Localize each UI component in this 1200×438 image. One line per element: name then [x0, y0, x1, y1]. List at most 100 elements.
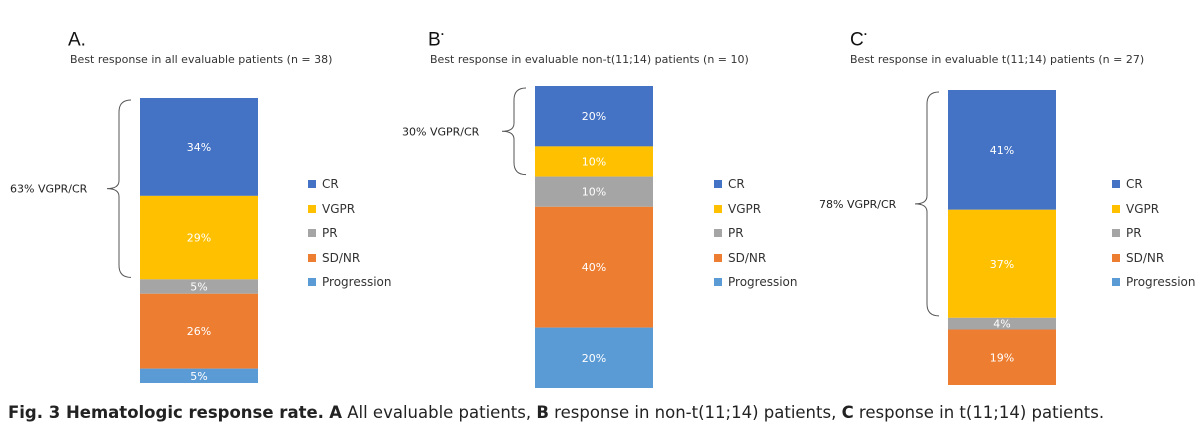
bar-segment-cr: [948, 90, 1056, 210]
legend-label: Progression: [728, 275, 798, 290]
panel-c-chart: 41% 37% 4% 19% 78% VGPR/CR: [819, 90, 1056, 385]
panel-c-title: Best response in evaluable t(11;14) pati…: [850, 53, 1145, 66]
bar-segment-pr: [535, 176, 653, 207]
bar-segment-cr: [535, 86, 653, 147]
legend-label: CR: [728, 177, 745, 192]
bar-label-vgpr: 29%: [187, 232, 211, 245]
figure-caption: Fig. 3 Hematologic response rate. A All …: [8, 403, 1104, 422]
legend-item-sd-nr: SD/NR: [308, 246, 392, 271]
caption-c-text: response in t(11;14) patients.: [853, 403, 1105, 422]
bar-segment-progression: [535, 327, 653, 388]
legend-label: Progression: [322, 275, 392, 290]
bar-segment-sd-nr: [140, 293, 258, 369]
bar-label-cr: 41%: [990, 144, 1014, 157]
legend-swatch: [308, 229, 316, 238]
bracket-label: 30% VGPR/CR: [402, 125, 480, 138]
bar-label-vgpr: 10%: [582, 156, 606, 169]
legend-item-sd-nr: SD/NR: [1112, 246, 1196, 271]
legend-label: PR: [322, 226, 338, 241]
bracket-label: 78% VGPR/CR: [819, 198, 897, 211]
legend-swatch: [308, 180, 316, 189]
panel-b-label: B·: [428, 27, 445, 51]
bar-segment-vgpr: [140, 195, 258, 280]
bar-segment-pr: [140, 279, 258, 294]
legend-label: PR: [1126, 226, 1142, 241]
legend-item-cr: CR: [1112, 172, 1196, 197]
legend-label: SD/NR: [322, 250, 361, 265]
legend-item-progression: Progression: [308, 270, 392, 295]
bar-label-cr: 20%: [582, 110, 606, 123]
panel-b-chart: 20% 10% 10% 40% 20% 30% VGPR/CR: [402, 86, 653, 388]
legend-swatch: [714, 253, 722, 262]
legend-label: CR: [322, 177, 339, 192]
legend-item-pr: PR: [308, 221, 392, 246]
bar-label-pr: 5%: [190, 281, 207, 294]
legend-swatch: [1112, 253, 1120, 262]
panel-b: B· Best response in evaluable non-t(11;1…: [400, 0, 800, 400]
caption-a-text: All evaluable patients,: [341, 403, 537, 422]
vgpr-cr-bracket: [501, 87, 527, 176]
panel-a: A. Best response in all evaluable patien…: [0, 0, 400, 400]
bar-label-sd-nr: 19%: [990, 351, 1014, 364]
legend-label: PR: [728, 226, 744, 241]
legend-swatch: [1112, 204, 1120, 213]
panel-c-label: C·: [850, 27, 868, 51]
legend-swatch: [1112, 229, 1120, 238]
bar-label-vgpr: 37%: [990, 258, 1014, 271]
legend-swatch: [714, 278, 722, 287]
legend-label: VGPR: [728, 201, 762, 216]
legend-swatch: [714, 180, 722, 189]
legend-item-cr: CR: [308, 172, 392, 197]
caption-b-text: response in non-t(11;14) patients,: [548, 403, 842, 422]
bar-segment-cr: [140, 98, 258, 196]
panel-b-title: Best response in evaluable non-t(11;14) …: [430, 53, 749, 66]
legend-item-progression: Progression: [1112, 270, 1196, 295]
legend-swatch: [714, 229, 722, 238]
vgpr-cr-bracket: [106, 99, 132, 278]
bar-segment-progression: [140, 368, 258, 383]
legend-label: SD/NR: [1126, 250, 1165, 265]
bar-label-sd-nr: 26%: [187, 325, 211, 338]
legend-swatch: [1112, 278, 1120, 287]
bar-segment-sd-nr: [948, 329, 1056, 385]
legend-item-progression: Progression: [714, 270, 798, 295]
bracket-label: 63% VGPR/CR: [10, 183, 88, 196]
legend-label: VGPR: [1126, 201, 1160, 216]
legend-item-pr: PR: [1112, 221, 1196, 246]
legend-swatch: [308, 253, 316, 262]
panel-a-legend: CR VGPR PR SD/NR Progression: [308, 172, 392, 295]
panel-a-title: Best response in all evaluable patients …: [70, 53, 333, 66]
legend-swatch: [308, 204, 316, 213]
panel-a-chart: 34% 29% 5% 26% 5% 63% VGPR/CR: [10, 98, 258, 383]
caption-b-letter: B: [536, 403, 549, 422]
vgpr-cr-bracket: [914, 91, 940, 317]
caption-c-letter: C: [841, 403, 854, 422]
panel-c-legend: CR VGPR PR SD/NR Progression: [1112, 172, 1196, 295]
legend-item-vgpr: VGPR: [1112, 197, 1196, 222]
bar-segment-vgpr: [948, 209, 1056, 318]
legend-item-sd-nr: SD/NR: [714, 246, 798, 271]
bar-label-pr: 10%: [582, 186, 606, 199]
caption-prefix: Fig. 3 Hematologic response rate.: [8, 403, 324, 422]
legend-item-vgpr: VGPR: [308, 197, 392, 222]
panel-b-legend: CR VGPR PR SD/NR Progression: [714, 172, 798, 295]
bar-segment-vgpr: [535, 146, 653, 177]
bar-label-progression: 5%: [190, 370, 207, 383]
caption-a-letter: A: [329, 403, 342, 422]
bar-label-cr: 34%: [187, 141, 211, 154]
bar-label-sd-nr: 40%: [582, 261, 606, 274]
legend-swatch: [1112, 180, 1120, 189]
bar-segment-pr: [948, 317, 1056, 330]
legend-label: SD/NR: [728, 250, 767, 265]
bar-label-progression: 20%: [582, 352, 606, 365]
legend-item-pr: PR: [714, 221, 798, 246]
bar-segment-sd-nr: [535, 206, 653, 328]
legend-item-cr: CR: [714, 172, 798, 197]
panel-c: C· Best response in evaluable t(11;14) p…: [800, 0, 1200, 400]
legend-label: Progression: [1126, 275, 1196, 290]
panel-a-label: A.: [68, 29, 86, 51]
legend-item-vgpr: VGPR: [714, 197, 798, 222]
bar-label-pr: 4%: [993, 318, 1010, 331]
legend-label: VGPR: [322, 201, 356, 216]
legend-swatch: [308, 278, 316, 287]
